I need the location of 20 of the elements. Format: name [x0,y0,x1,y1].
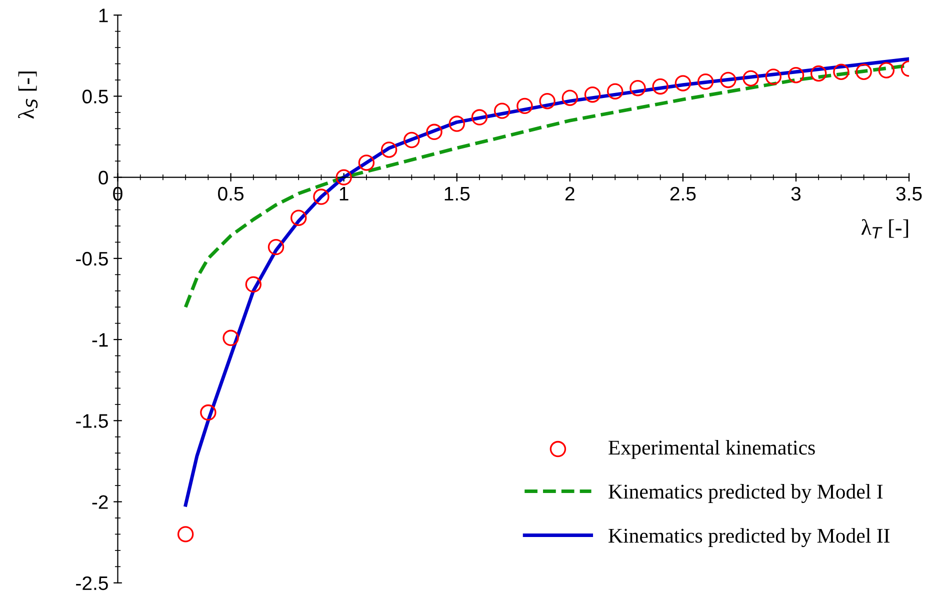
y-tick-label: -2 [92,495,108,509]
y-axis-title: λ$_{S}$ [-] [18,72,38,119]
y-tick-label: -1 [92,333,108,347]
y-tick-label: 0 [98,170,108,185]
x-tick-label: 1 [340,187,348,200]
y-tick-label: -0.5 [76,252,108,266]
x-tick-label: 3 [791,186,801,201]
y-tick-label: -1.5 [76,414,108,428]
x-tick-label: 0.5 [218,186,244,201]
legend-label: Experimental kinematics [608,440,815,459]
y-tick-label: 0.5 [82,90,108,104]
y-tick-label: 1 [99,8,108,22]
x-tick-label: 2 [565,186,574,200]
x-tick-label: 1.5 [444,187,470,201]
legend-label: Kinematics predicted by Model I [608,484,883,503]
legend-label: Kinematics predicted by Model II [608,528,890,548]
x-axis-title: λ$_{T}$ [-] [861,219,908,238]
x-tick-label: 3.5 [896,186,922,201]
y-tick-label: -2.5 [76,576,108,590]
x-tick-label: 2.5 [670,186,696,201]
